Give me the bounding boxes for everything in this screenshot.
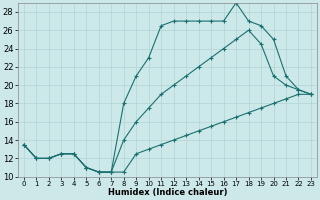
X-axis label: Humidex (Indice chaleur): Humidex (Indice chaleur)	[108, 188, 227, 197]
